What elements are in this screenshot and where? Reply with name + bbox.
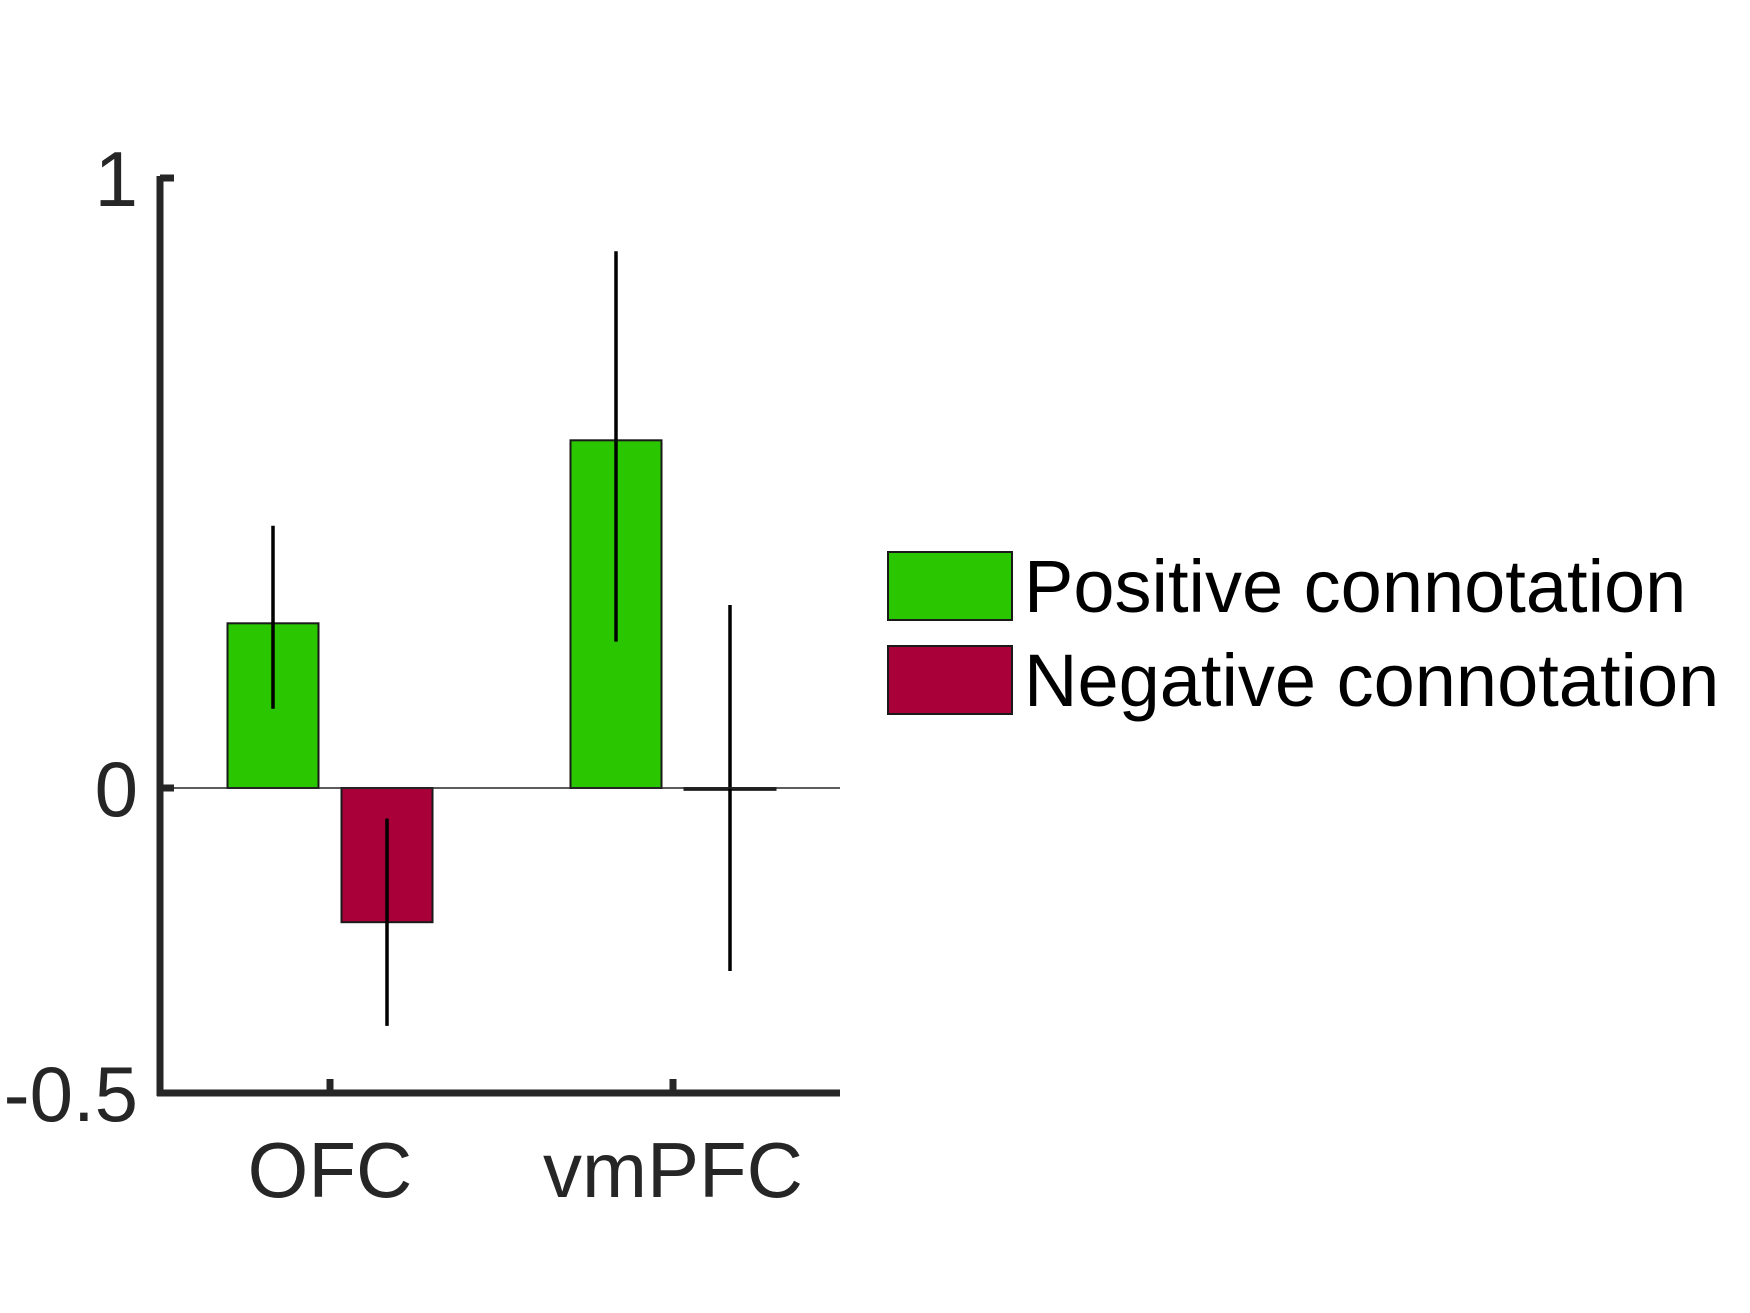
y-tick-label: 0 bbox=[95, 745, 138, 833]
legend-label: Positive connotation bbox=[1024, 545, 1686, 628]
y-tick-label: -0.5 bbox=[4, 1050, 138, 1138]
y-tick-label: 1 bbox=[95, 135, 138, 223]
y-tick-labels: 1 0 -0.5 bbox=[4, 135, 138, 1138]
x-tick-label: vmPFC bbox=[543, 1126, 803, 1214]
x-tick-labels: OFC vmPFC bbox=[248, 1126, 803, 1214]
x-tick-label: OFC bbox=[248, 1126, 413, 1214]
legend-label: Negative connotation bbox=[1024, 639, 1719, 722]
legend-swatch bbox=[887, 551, 1013, 621]
legend-swatch bbox=[887, 645, 1013, 715]
legend: Positive connotation Negative connotation bbox=[887, 545, 1719, 722]
axes-layer bbox=[156, 174, 840, 1097]
bars-layer bbox=[226, 439, 777, 924]
